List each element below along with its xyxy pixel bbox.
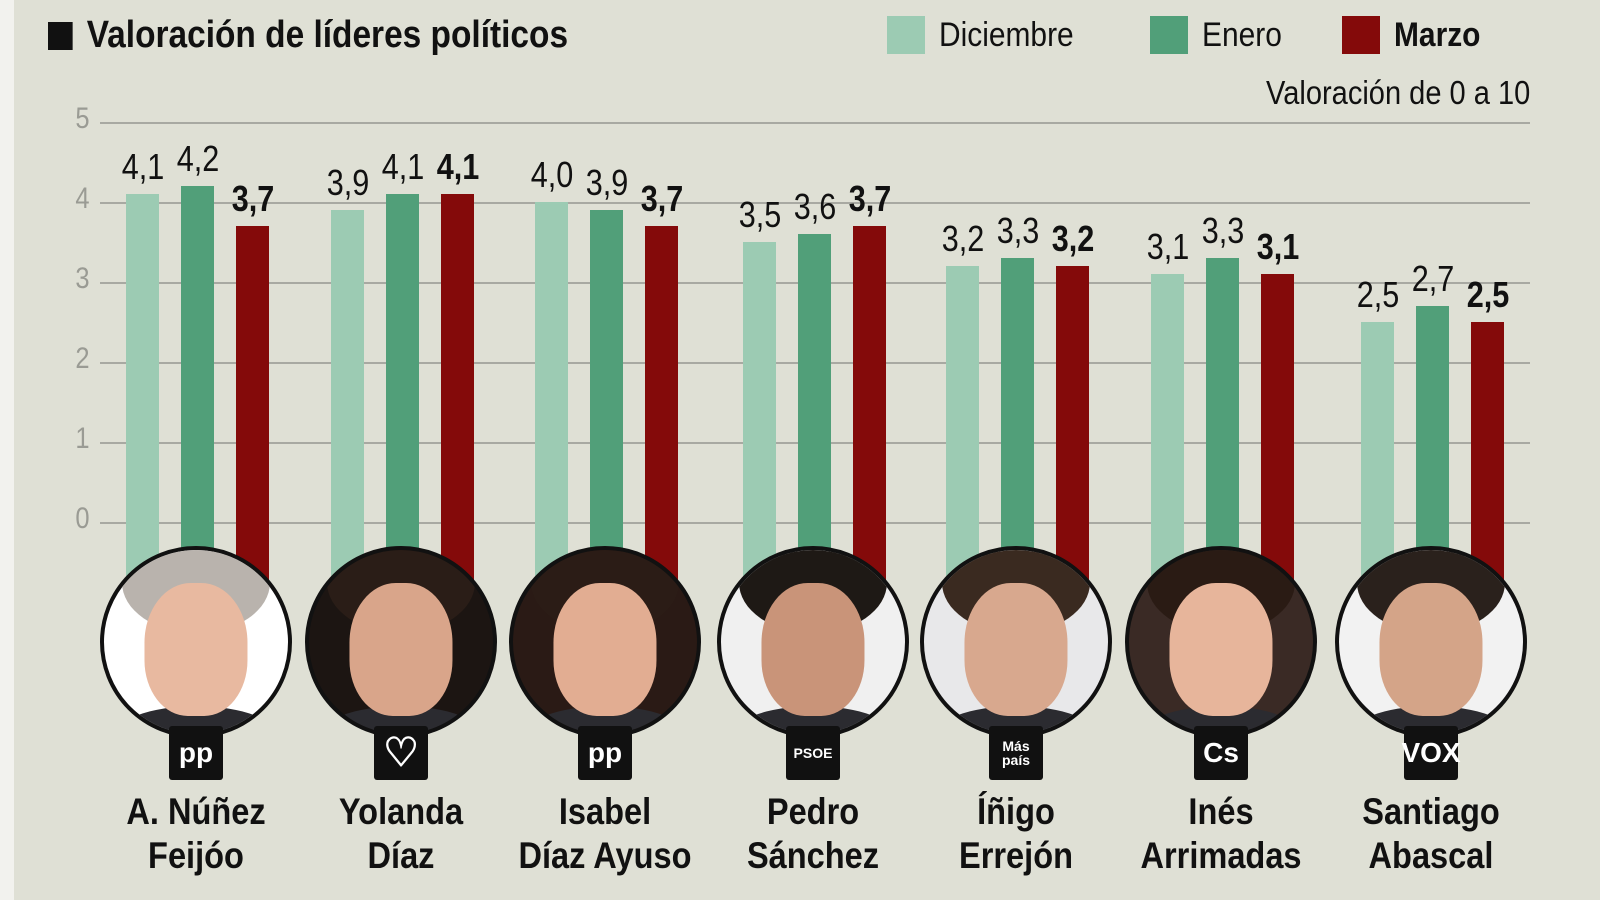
pp-logo-icon: pp — [169, 726, 223, 780]
value-label: 2,5 — [1356, 274, 1400, 315]
value-label: 4,1 — [121, 146, 165, 187]
legend-item-diciembre: Diciembre — [887, 16, 1092, 54]
psoe-logo-icon: PSOE — [786, 726, 840, 780]
bar-marzo — [1056, 266, 1089, 590]
value-label: 3,1 — [1146, 226, 1190, 267]
bar-diciembre — [126, 194, 159, 590]
legend-swatch — [1150, 16, 1188, 54]
bar-marzo — [1471, 322, 1504, 590]
value-label: 3,3 — [996, 210, 1040, 251]
sumar-heart-logo-icon: ♡ — [374, 726, 428, 780]
gridline — [100, 122, 1530, 124]
y-tick-label: 0 — [75, 502, 90, 535]
legend-label: Enero — [1202, 15, 1282, 54]
legend-label: Diciembre — [939, 15, 1074, 54]
value-label: 3,7 — [640, 178, 684, 219]
value-label: 2,7 — [1411, 258, 1455, 299]
value-label: 3,9 — [585, 162, 629, 203]
value-label: 3,5 — [738, 194, 782, 235]
value-label: 4,2 — [176, 138, 220, 179]
legend-swatch — [1342, 16, 1380, 54]
value-label: 3,9 — [326, 162, 370, 203]
bar-diciembre — [1361, 322, 1394, 590]
leader-name: A. Núñez — [126, 791, 266, 832]
photo-face — [761, 583, 865, 716]
value-label: 4,1 — [436, 146, 480, 187]
y-tick-label: 2 — [75, 342, 90, 375]
value-label: 3,2 — [1051, 218, 1095, 259]
bar-enero — [1001, 258, 1034, 590]
legend-label: Marzo — [1394, 15, 1481, 54]
chart-title: Valoración de líderes políticos — [48, 14, 568, 57]
y-tick-label: 5 — [75, 102, 90, 135]
leader-photo — [1335, 546, 1527, 738]
bar-diciembre — [331, 210, 364, 590]
leader-photo — [100, 546, 292, 738]
leader-photo — [1125, 546, 1317, 738]
leader-name: Santiago — [1362, 791, 1500, 832]
value-label: 3,1 — [1256, 226, 1300, 267]
vox-logo-icon: VOX — [1401, 726, 1461, 780]
leader-name: Abascal — [1368, 835, 1494, 876]
value-label: 3,2 — [941, 218, 985, 259]
leader-name: Errejón — [958, 835, 1073, 876]
bar-enero — [1416, 306, 1449, 590]
leader-name: Díaz Ayuso — [518, 835, 692, 876]
value-label: 4,1 — [381, 146, 425, 187]
leader-name: Inés — [1188, 791, 1254, 832]
legend-item-marzo: Marzo — [1342, 16, 1492, 54]
bar-marzo — [1261, 274, 1294, 590]
left-margin — [0, 0, 14, 900]
pp-logo-icon: pp — [578, 726, 632, 780]
bar-enero — [386, 194, 419, 590]
photo-face — [349, 583, 453, 716]
chart-title-text: Valoración de líderes políticos — [86, 14, 569, 56]
leader-photo — [717, 546, 909, 738]
leader-name: Arrimadas — [1140, 835, 1302, 876]
leader-name: Yolanda — [338, 791, 464, 832]
photo-face — [1169, 583, 1273, 716]
bar-enero — [798, 234, 831, 590]
bar-enero — [590, 210, 623, 590]
y-tick-label: 4 — [75, 182, 90, 215]
leader-name: Díaz — [367, 835, 435, 876]
value-label: 3,7 — [231, 178, 275, 219]
value-label: 3,6 — [793, 186, 837, 227]
bar-marzo — [645, 226, 678, 590]
gridline — [100, 202, 1530, 204]
photo-face — [1379, 583, 1483, 716]
y-tick-label: 3 — [75, 262, 90, 295]
cs-logo-icon: Cs — [1194, 726, 1248, 780]
photo-face — [553, 583, 657, 716]
legend-item-enero: Enero — [1150, 16, 1293, 54]
bar-marzo — [853, 226, 886, 590]
bar-diciembre — [1151, 274, 1184, 590]
leader-name: Sánchez — [746, 835, 880, 876]
value-label: 3,3 — [1201, 210, 1245, 251]
value-label: 3,7 — [848, 178, 892, 219]
title-square-icon — [48, 21, 73, 50]
bar-marzo — [441, 194, 474, 590]
photo-face — [964, 583, 1068, 716]
bar-diciembre — [535, 202, 568, 590]
bar-diciembre — [946, 266, 979, 590]
legend-swatch — [887, 16, 925, 54]
y-tick-label: 1 — [75, 422, 90, 455]
bar-diciembre — [743, 242, 776, 590]
leader-name: Pedro — [766, 791, 860, 832]
value-label: 2,5 — [1466, 274, 1510, 315]
bar-enero — [181, 186, 214, 590]
photo-face — [144, 583, 248, 716]
chart-subtitle: Valoración de 0 a 10 — [1265, 74, 1530, 111]
bar-enero — [1206, 258, 1239, 590]
leader-photo — [509, 546, 701, 738]
leader-name: Íñigo — [977, 791, 1055, 832]
leader-photo — [305, 546, 497, 738]
mas-pais-logo-icon: Más país — [989, 726, 1043, 780]
bar-marzo — [236, 226, 269, 590]
value-label: 4,0 — [530, 154, 574, 195]
leader-name: Feijóo — [148, 835, 244, 876]
leader-photo — [920, 546, 1112, 738]
leader-name: Isabel — [558, 791, 652, 832]
